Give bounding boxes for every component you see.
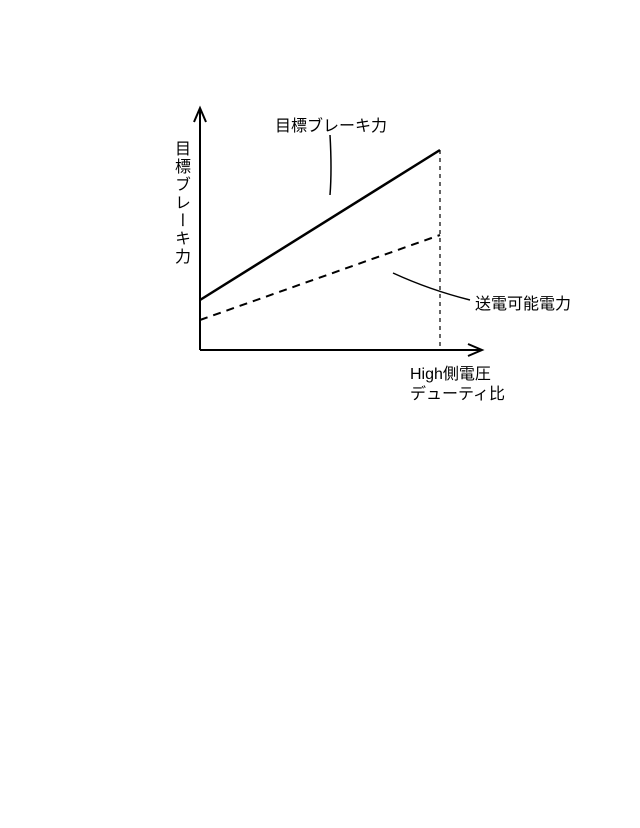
y-axis-label: 目標ブレーキ力 [168,140,192,266]
callout-solid-curve [330,135,331,195]
callout-dashed-curve [393,273,470,300]
x-axis-label-line2: デューティ比 [410,380,505,404]
dashed-line-label: 送電可能電力 [475,290,571,314]
solid-line-label: 目標ブレーキ力 [275,112,387,136]
chart-container: 目標ブレーキ力 送電可能電力 目標ブレーキ力 High側電圧 デューティ比 [0,0,640,828]
